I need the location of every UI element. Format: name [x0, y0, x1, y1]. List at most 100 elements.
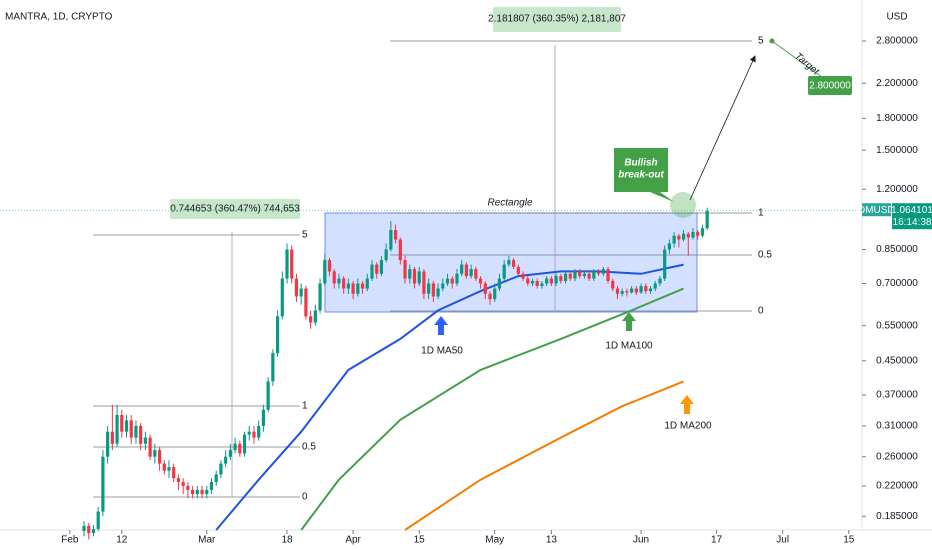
candle-body [332, 271, 336, 284]
candle-body [181, 481, 185, 486]
candle-body [157, 450, 162, 464]
candle-body [441, 283, 445, 289]
candle-body [606, 269, 610, 282]
indicator-arrow [680, 395, 694, 414]
candle-body [696, 231, 700, 236]
y-tick-label: 2.200000 [876, 78, 918, 89]
fib-label: 0.5 [302, 442, 316, 453]
x-tick-label: Jun [633, 535, 649, 546]
target-price: 2.800000 [809, 81, 851, 92]
candle-body [474, 269, 478, 279]
candle-body [582, 273, 587, 277]
x-tick-label: 15 [843, 535, 855, 546]
candle-body [313, 310, 317, 323]
candle-body [261, 409, 266, 426]
candle-body [464, 264, 469, 277]
candle-body [398, 239, 402, 261]
countdown: 16:14:38 [893, 217, 932, 228]
y-tick-label: 2.800000 [876, 36, 918, 47]
x-tick-label: 15 [414, 535, 426, 546]
candle-body [299, 288, 303, 297]
candle-body [186, 485, 190, 490]
symbol-label: OMUSD [857, 205, 894, 216]
candle-body [634, 288, 638, 293]
last-price-label: 1.064101 [891, 205, 932, 216]
y-tick-label: 0.850000 [876, 244, 918, 255]
candle-body [521, 273, 525, 279]
candle-body [327, 260, 332, 272]
candle-body [644, 286, 648, 292]
candle-body [587, 273, 591, 279]
candle-body [351, 283, 355, 294]
ma-line [300, 287, 684, 531]
candle-body [304, 288, 308, 317]
candle-body [290, 249, 294, 279]
candle-body [238, 443, 242, 454]
candle-body [389, 230, 393, 250]
candle-body [266, 381, 270, 410]
candle-body [663, 249, 667, 279]
candle-body [573, 271, 577, 279]
candle-body [450, 278, 454, 284]
candle-body [493, 288, 497, 300]
candle-body [148, 437, 152, 457]
candle-body [191, 489, 195, 495]
fib-label: 0 [758, 306, 764, 317]
candle-body [681, 233, 686, 240]
candle-body [596, 271, 601, 274]
candle-body [691, 231, 695, 238]
candle-body [153, 450, 157, 457]
candle-body [195, 489, 199, 495]
ma-label: 1D MA200 [664, 421, 712, 432]
y-tick-label: 1.500000 [876, 145, 918, 156]
candle-body [445, 278, 450, 284]
fib-label: 5 [302, 230, 308, 241]
candle-body [455, 273, 459, 284]
candle-body [143, 437, 147, 444]
target-box [808, 76, 852, 95]
candle-body [672, 235, 676, 244]
y-tick-label: 1.200000 [876, 184, 918, 195]
candle-body [436, 288, 440, 297]
rectangle-zone [324, 212, 698, 313]
candle-body [271, 353, 275, 382]
fib-label: 1 [758, 208, 764, 219]
x-tick-label: 18 [281, 535, 293, 546]
candle-body [658, 278, 662, 284]
candle-body [705, 210, 709, 229]
candle-body [563, 273, 568, 282]
candle-body [549, 278, 553, 284]
candle-body [540, 283, 544, 287]
candle-body [360, 283, 365, 289]
candle-body [162, 463, 166, 471]
candle-body [412, 269, 417, 284]
candle-body [625, 291, 629, 293]
measure-box [493, 7, 621, 32]
symbol-box [862, 203, 891, 217]
breakout-circle [670, 192, 696, 218]
y-tick-label: 0.450000 [876, 355, 918, 366]
candle-body [427, 283, 431, 294]
candle-body [96, 511, 100, 529]
candle-body [535, 281, 539, 287]
indicator-arrow [434, 316, 448, 335]
candle-body [209, 481, 214, 490]
ma-line [404, 380, 684, 531]
measure-label: 0.744653 (360.47%) 744,653 [170, 204, 300, 215]
ma-label: 1D MA100 [605, 341, 653, 352]
candle-body [512, 260, 516, 267]
y-tick-label: 0.220000 [876, 481, 918, 492]
candle-body [309, 316, 313, 323]
rectangle-label: Rectangle [487, 198, 532, 209]
candle-body [91, 528, 96, 534]
candle-body [648, 288, 653, 292]
ma-line [215, 263, 684, 531]
candle-body [592, 271, 596, 279]
candle-body [233, 443, 237, 451]
candle-body [431, 283, 435, 297]
candle-body [393, 230, 398, 240]
candle-body [176, 478, 181, 482]
candle-body [530, 281, 535, 284]
candle-body [379, 260, 384, 274]
candle-body [469, 269, 473, 277]
